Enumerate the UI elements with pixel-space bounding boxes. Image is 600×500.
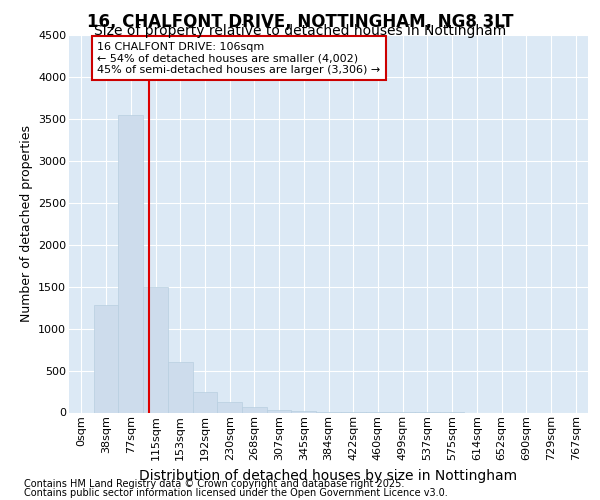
Y-axis label: Number of detached properties: Number of detached properties (20, 125, 32, 322)
Text: Contains HM Land Registry data © Crown copyright and database right 2025.: Contains HM Land Registry data © Crown c… (24, 479, 404, 489)
Text: Size of property relative to detached houses in Nottingham: Size of property relative to detached ho… (94, 24, 506, 38)
Bar (118, 114, 143, 412)
X-axis label: Distribution of detached houses by size in Nottingham: Distribution of detached houses by size … (139, 468, 518, 482)
Bar (193, 392, 217, 412)
Bar (94, 305, 118, 412)
Text: 16, CHALFONT DRIVE, NOTTINGHAM, NG8 3LT: 16, CHALFONT DRIVE, NOTTINGHAM, NG8 3LT (87, 12, 513, 30)
Bar (267, 410, 292, 412)
Bar (217, 402, 242, 412)
Bar (168, 362, 193, 412)
Text: Contains public sector information licensed under the Open Government Licence v3: Contains public sector information licen… (24, 488, 448, 498)
Text: 16 CHALFONT DRIVE: 106sqm
← 54% of detached houses are smaller (4,002)
45% of se: 16 CHALFONT DRIVE: 106sqm ← 54% of detac… (97, 42, 380, 75)
Bar (292, 411, 316, 412)
Bar (143, 286, 168, 412)
Bar (242, 406, 267, 412)
